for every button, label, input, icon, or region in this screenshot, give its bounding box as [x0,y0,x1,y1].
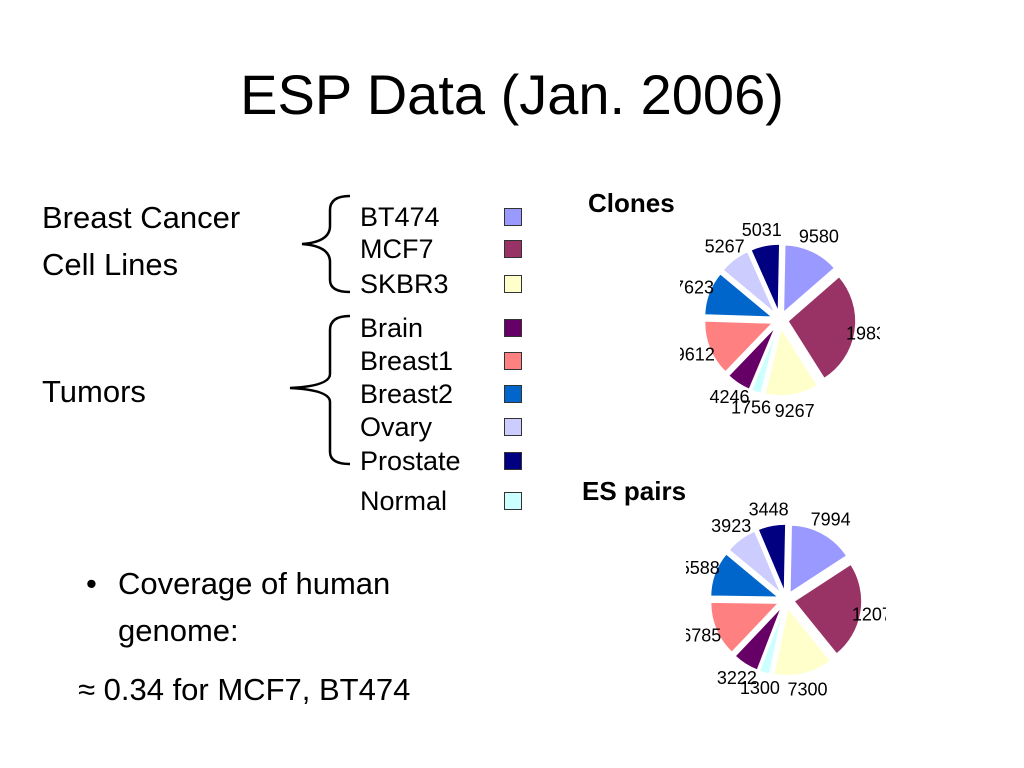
clones-value-label-brain: 4246 [709,387,749,407]
clones-value-label-ovary: 5267 [705,237,745,257]
clones-slice-breast1 [703,320,775,374]
coverage-value-text: ≈ 0.34 for MCF7, BT474 [78,672,411,707]
clones-slice-skbr3 [763,326,819,397]
bullet-item-line2: genome: [118,613,239,648]
legend-swatch-bt474 [504,208,522,226]
es-pairs-value-label-prostate: 3448 [749,500,789,520]
tumors-brace [289,314,351,466]
es-pairs-value-label-skbr3: 7300 [787,680,827,700]
legend-swatch-skbr3 [504,275,522,293]
clones-value-label-skbr3: 9267 [775,401,815,420]
cell-lines-label-line1: Breast Cancer [42,200,241,235]
es-pairs-value-label-bt474: 7994 [811,510,851,530]
es-pairs-slice-normal [758,607,785,676]
es-pairs-slice-bt474 [789,524,848,595]
es-pairs-value-label-normal: 1300 [740,678,780,698]
es-pairs-slice-skbr3 [772,606,832,677]
clones-value-label-bt474: 9580 [799,227,839,247]
cell-lines-brace [301,194,351,294]
clones-slice-normal [750,327,779,395]
clones-value-label-breast2: 7623 [680,277,714,297]
bullet-list: • Coverage of human genome: [80,560,390,654]
bullet-item-line1: Coverage of human [118,566,391,601]
cell-lines-label-line2: Cell Lines [42,247,179,282]
legend-label-ovary: Ovary [360,412,433,442]
legend-label-prostate: Prostate [360,446,461,476]
slide-title: ESP Data (Jan. 2006) [240,63,784,126]
tumors-group-label: Tumors [42,374,146,409]
clones-value-label-prostate: 5031 [742,220,782,240]
es-pairs-chart-title: ES pairs [582,476,687,506]
legend-label-mcf7: MCF7 [360,234,434,264]
legend-swatch-breast2 [504,385,522,403]
clones-slice-bt474 [782,243,836,315]
clones-slice-brain [727,326,777,391]
legend-swatch-mcf7 [504,240,522,258]
legend-label-breast1: Breast1 [360,346,454,376]
clones-value-label-normal: 1756 [731,397,771,417]
legend-swatch-prostate [504,452,522,470]
cell-lines-group-label: Breast Cancer Cell Lines [42,194,240,288]
clones-value-label-mcf7: 19831 [846,323,880,343]
bullet-item-coverage: • Coverage of human genome: [80,560,390,654]
bullet-dot: • [86,566,97,601]
legend-swatch-breast1 [504,352,522,370]
clones-chart-title: Clones [588,188,675,218]
group-braces [289,194,351,466]
legend-swatch-ovary [504,418,522,436]
clones-value-label-breast1: 9612 [680,345,715,365]
legend-label-bt474: BT474 [360,202,440,232]
clones-slice-breast2 [703,272,775,318]
legend-label-normal: Normal [360,486,448,516]
clones-slice-prostate [749,243,781,313]
es-pairs-slice-prostate [757,523,787,593]
legend-label-brain: Brain [360,313,424,343]
es-pairs-value-label-ovary: 3923 [711,516,751,536]
clones-slice-ovary [721,250,776,315]
es-pairs-slice-breast1 [709,601,781,654]
es-pairs-slice-mcf7 [792,563,863,656]
es-pairs-slice-breast2 [709,552,781,599]
legend-swatch-normal [504,492,522,510]
legend-swatch-brain [504,319,522,337]
legend-label-breast2: Breast2 [360,379,454,409]
clones-slice-mcf7 [786,275,857,380]
es-pairs-slice-ovary [727,529,782,595]
es-pairs-value-label-brain: 3222 [717,668,757,688]
es-pairs-value-label-breast1: 6785 [686,626,721,646]
legend-label-skbr3: SKBR3 [360,269,449,299]
es-pairs-slice-brain [733,606,783,672]
